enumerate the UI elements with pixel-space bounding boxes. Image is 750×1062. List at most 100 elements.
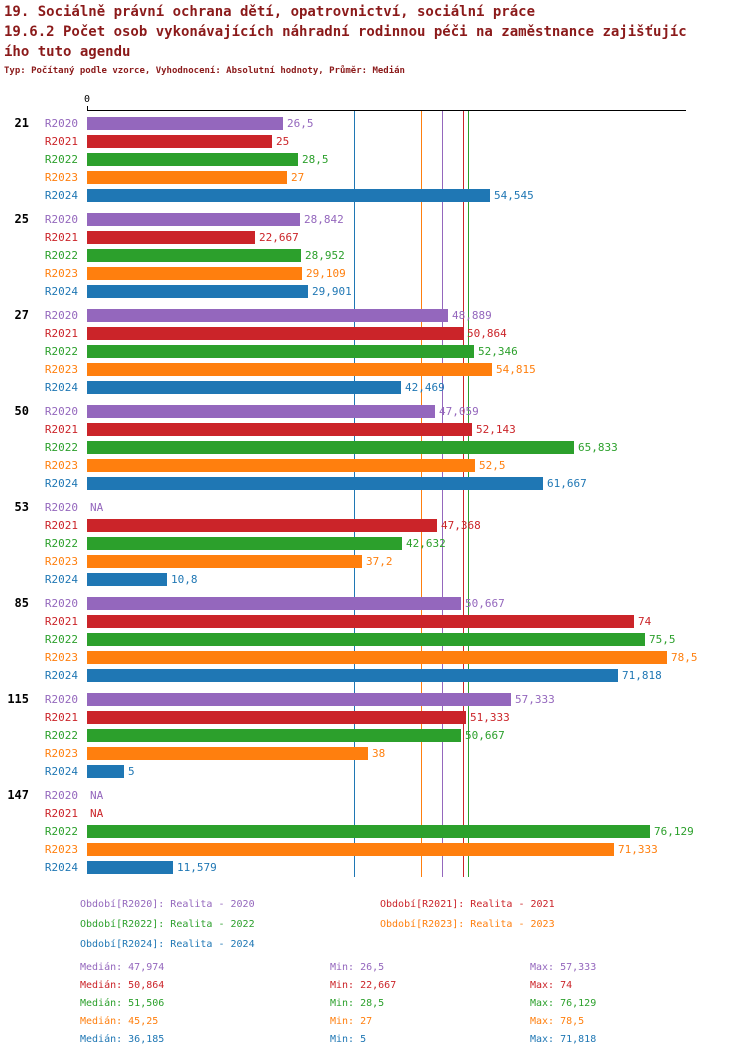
row-series-label: R2022 bbox=[44, 345, 78, 358]
stat-median-r2022: Medián: 51,506 bbox=[80, 998, 165, 1009]
bar-value-label: 28,952 bbox=[305, 249, 345, 262]
bar-value-label: 76,129 bbox=[654, 825, 694, 838]
bar-r2023 bbox=[87, 747, 368, 760]
row-series-label: R2020 bbox=[44, 213, 78, 226]
bar-value-label: 78,5 bbox=[671, 651, 698, 664]
stat-max-r2022: Max: 76,129 bbox=[530, 998, 597, 1009]
row-series-label: R2020 bbox=[44, 405, 78, 418]
row-series-label: R2023 bbox=[44, 747, 78, 760]
stat-max-r2020: Max: 57,333 bbox=[530, 962, 597, 973]
row-series-label: R2021 bbox=[44, 615, 78, 628]
stat-min-r2021: Min: 22,667 bbox=[330, 980, 397, 991]
bar-r2024 bbox=[87, 381, 401, 394]
bar-r2022 bbox=[87, 153, 298, 166]
legend-item-r2024: Období[R2024]: Realita - 2024 bbox=[80, 939, 255, 950]
bar-value-label: 27 bbox=[291, 171, 305, 184]
row-series-label: R2022 bbox=[44, 153, 78, 166]
row-series-label: R2023 bbox=[44, 171, 78, 184]
stat-max-r2023: Max: 78,5 bbox=[530, 1016, 585, 1027]
legend-item-r2023: Období[R2023]: Realita - 2023 bbox=[380, 919, 555, 930]
group-label-85: 85 bbox=[14, 596, 29, 610]
median-line-r2022 bbox=[468, 110, 469, 877]
bar-r2024 bbox=[87, 861, 173, 874]
legend-item-r2021: Období[R2021]: Realita - 2021 bbox=[380, 899, 555, 910]
stat-min-r2023: Min: 27 bbox=[330, 1016, 373, 1027]
bar-value-label: 22,667 bbox=[259, 231, 299, 244]
bar-value-label: 25 bbox=[276, 135, 290, 148]
bar-r2020 bbox=[87, 309, 448, 322]
bar-r2022 bbox=[87, 537, 402, 550]
bar-value-label: 71,333 bbox=[618, 843, 658, 856]
stat-median-r2020: Medián: 47,974 bbox=[80, 962, 165, 973]
median-line-r2023 bbox=[421, 110, 422, 877]
bar-value-label: 47,368 bbox=[441, 519, 481, 532]
bar-value-na: NA bbox=[90, 789, 104, 802]
bar-value-label: 54,545 bbox=[494, 189, 534, 202]
row-series-label: R2020 bbox=[44, 309, 78, 322]
bar-r2022 bbox=[87, 729, 461, 742]
axis-tick-zero bbox=[87, 106, 88, 110]
value-axis-line bbox=[87, 110, 686, 111]
row-series-label: R2023 bbox=[44, 555, 78, 568]
bar-r2023 bbox=[87, 843, 614, 856]
row-series-label: R2020 bbox=[44, 789, 78, 802]
group-label-115: 115 bbox=[7, 692, 29, 706]
bar-value-label: 28,842 bbox=[304, 213, 344, 226]
row-series-label: R2024 bbox=[44, 381, 78, 394]
row-series-label: R2024 bbox=[44, 861, 78, 874]
bar-r2021 bbox=[87, 231, 255, 244]
median-line-r2020 bbox=[442, 110, 443, 877]
bar-value-label: 28,5 bbox=[302, 153, 329, 166]
median-line-r2024 bbox=[354, 110, 355, 877]
row-series-label: R2021 bbox=[44, 807, 78, 820]
bar-r2022 bbox=[87, 249, 301, 262]
row-series-label: R2024 bbox=[44, 477, 78, 490]
bar-r2023 bbox=[87, 267, 302, 280]
group-label-25: 25 bbox=[14, 212, 29, 226]
bar-value-label: 42,469 bbox=[405, 381, 445, 394]
bar-r2024 bbox=[87, 477, 543, 490]
bar-r2022 bbox=[87, 825, 650, 838]
bar-r2020 bbox=[87, 405, 435, 418]
bar-value-label: 48,889 bbox=[452, 309, 492, 322]
bar-value-label: 52,346 bbox=[478, 345, 518, 358]
group-label-21: 21 bbox=[14, 116, 29, 130]
legend-item-r2020: Období[R2020]: Realita - 2020 bbox=[80, 899, 255, 910]
bar-value-na: NA bbox=[90, 501, 104, 514]
bar-value-label: 71,818 bbox=[622, 669, 662, 682]
bar-r2022 bbox=[87, 345, 474, 358]
bar-r2021 bbox=[87, 711, 466, 724]
bar-r2023 bbox=[87, 459, 475, 472]
bar-r2024 bbox=[87, 765, 124, 778]
row-series-label: R2021 bbox=[44, 711, 78, 724]
bar-r2022 bbox=[87, 633, 645, 646]
bar-r2021 bbox=[87, 423, 472, 436]
bar-r2021 bbox=[87, 519, 437, 532]
bar-value-label: 29,901 bbox=[312, 285, 352, 298]
group-label-50: 50 bbox=[14, 404, 29, 418]
stat-min-r2024: Min: 5 bbox=[330, 1034, 367, 1045]
bar-r2023 bbox=[87, 171, 287, 184]
row-series-label: R2020 bbox=[44, 693, 78, 706]
bar-r2020 bbox=[87, 597, 461, 610]
bar-value-label: 50,864 bbox=[467, 327, 507, 340]
bar-value-na: NA bbox=[90, 807, 104, 820]
bar-value-label: 50,667 bbox=[465, 597, 505, 610]
bar-r2021 bbox=[87, 615, 634, 628]
row-series-label: R2020 bbox=[44, 117, 78, 130]
group-label-27: 27 bbox=[14, 308, 29, 322]
row-series-label: R2024 bbox=[44, 669, 78, 682]
bar-r2024 bbox=[87, 189, 490, 202]
stat-min-r2020: Min: 26,5 bbox=[330, 962, 385, 973]
bar-r2023 bbox=[87, 651, 667, 664]
bar-value-label: 51,333 bbox=[470, 711, 510, 724]
bar-value-label: 42,632 bbox=[406, 537, 446, 550]
chart-title-line1: 19. Sociálně právní ochrana dětí, opatro… bbox=[4, 4, 536, 20]
group-label-147: 147 bbox=[7, 788, 29, 802]
axis-zero-label: 0 bbox=[83, 94, 91, 105]
bar-r2023 bbox=[87, 363, 492, 376]
row-series-label: R2024 bbox=[44, 285, 78, 298]
bar-value-label: 50,667 bbox=[465, 729, 505, 742]
bar-value-label: 37,2 bbox=[366, 555, 393, 568]
